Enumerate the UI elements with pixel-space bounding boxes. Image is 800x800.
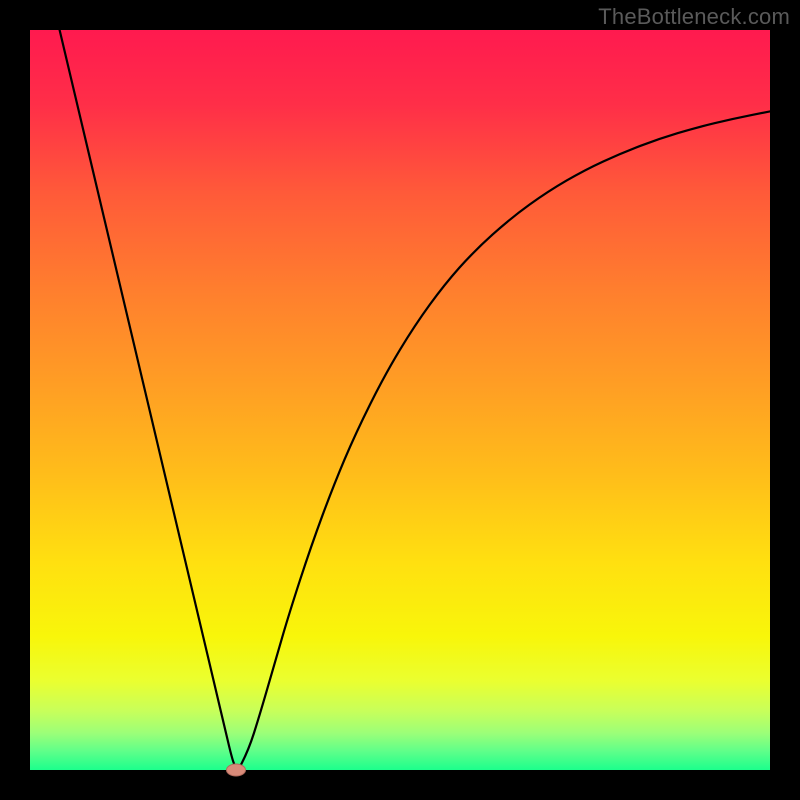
watermark-text: TheBottleneck.com bbox=[598, 4, 790, 30]
chart-container: TheBottleneck.com bbox=[0, 0, 800, 800]
plot-area bbox=[30, 30, 770, 770]
optimum-marker bbox=[226, 764, 246, 777]
gradient-background bbox=[30, 30, 770, 770]
